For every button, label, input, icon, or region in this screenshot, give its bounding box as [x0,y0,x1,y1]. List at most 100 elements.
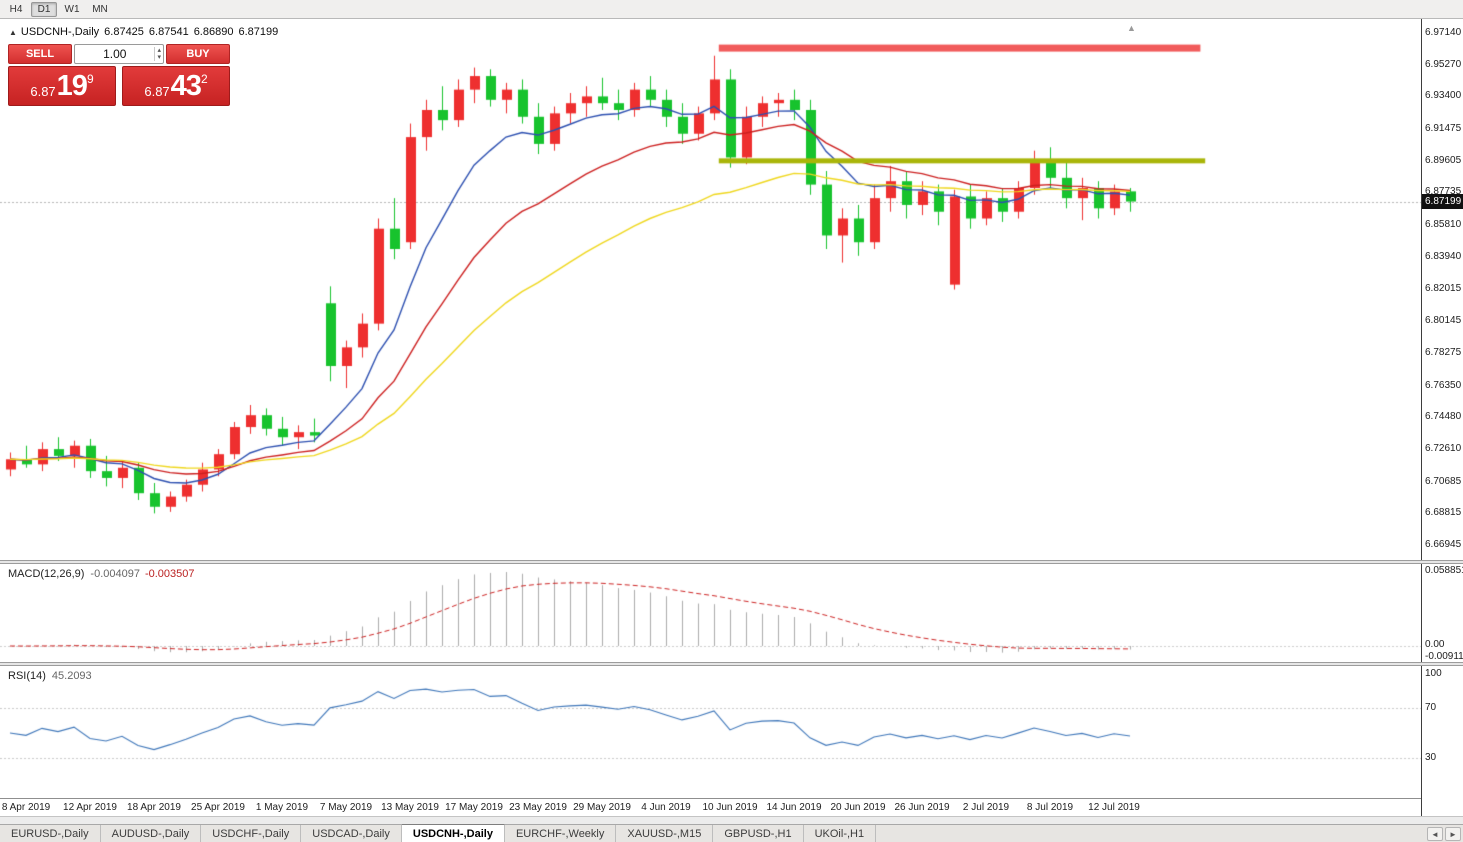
timeframe-toolbar: H4 D1 W1 MN [0,0,1463,19]
price-axis-label: 6.91475 [1425,123,1462,135]
chart-symbol-label: USDCNH-,Daily [20,26,100,38]
tab-audusd-daily[interactable]: AUDUSD-,Daily [100,825,202,842]
price-axis-label: 6.82015 [1425,283,1462,295]
timeframe-button-w1[interactable]: W1 [64,3,80,15]
price-axis-label: 6.66945 [1425,539,1462,550]
tab-nav-group: ◄ ► [1427,827,1461,841]
macd-label: MACD(12,26,9) -0.004097 -0.003507 [8,568,195,580]
price-axis-label: 6.70685 [1425,475,1462,487]
tab-usdcnh-daily[interactable]: USDCNH-,Daily [401,824,505,842]
pane-splitter-macd[interactable] [0,560,1463,564]
tab-eurchf-weekly[interactable]: EURCHF-,Weekly [504,825,617,842]
date-axis-label: 2 Jul 2019 [962,802,1010,813]
macd-name: MACD(12,26,9) [8,568,85,580]
price-axis-label: 6.78275 [1425,346,1462,358]
tabs-scroll-right-button[interactable]: ► [1445,827,1461,841]
date-axis-label: 14 Jun 2019 [766,802,822,813]
sell-button[interactable]: SELL [8,44,72,64]
price-scale[interactable]: 6.97140 6.95270 6.93400 6.91475 6.89605 6.877… [1421,19,1463,818]
chart-canvas[interactable] [0,0,1421,800]
volume-value: 1.00 [103,47,127,61]
tab-xauusd-m15[interactable]: XAUUSD-,M15 [616,825,714,842]
date-axis-label: 20 Jun 2019 [830,802,886,813]
price-axis-label: 6.72610 [1425,442,1462,454]
tab-eurusd-daily[interactable]: EURUSD-,Daily [0,825,101,842]
sell-price-button[interactable]: 6.87 19 9 [8,66,116,106]
ohlc-open: 6.87425 [104,26,144,38]
macd-value-signal: -0.003507 [144,568,195,580]
sell-price-big: 19 [56,69,88,102]
date-axis-label: 17 May 2019 [445,802,503,813]
ohlc-close: 6.87199 [238,26,279,38]
horizontal-scroll-strip[interactable] [0,816,1463,824]
price-axis-label: 6.95270 [1425,58,1462,70]
one-click-trading-panel: SELL 1.00 ▴ ▾ BUY 6.87 19 9 6.87 43 2 [8,44,230,106]
price-axis-label: 6.83940 [1425,250,1462,262]
macd-axis-label: 0.00 [1425,639,1445,650]
pane-splitter-rsi[interactable] [0,662,1463,666]
rsi-name: RSI(14) [8,670,46,682]
price-axis-label: 6.80145 [1425,315,1462,327]
price-axis-label: 6.89605 [1425,154,1462,166]
ohlc-high: 6.87541 [148,26,189,38]
date-axis-label: 1 May 2019 [255,802,309,813]
timeframe-buttons-group: H4 D1 W1 MN [3,1,113,17]
ohlc-low: 6.86890 [193,26,234,38]
chart-tab-bar: EURUSD-,Daily AUDUSD-,Daily USDCHF-,Daily U… [0,824,1463,842]
buy-price-big: 43 [170,69,202,102]
tab-ukoil-h1[interactable]: UKOil-,H1 [803,825,877,842]
macd-value-main: -0.004097 [90,568,140,580]
price-axis-label: 6.93400 [1425,90,1462,102]
chart-header: ▲ USDCNH-,Daily 6.87425 6.87541 6.86890 6.871… [9,26,283,38]
timeframe-button-mn[interactable]: MN [92,3,108,15]
chart-tabs-group: EURUSD-,Daily AUDUSD-,Daily USDCHF-,Daily U… [0,824,877,842]
date-axis-label: 12 Apr 2019 [63,802,117,813]
date-axis-label: 29 May 2019 [573,802,631,813]
date-axis-label: 26 Jun 2019 [894,802,950,813]
volume-spinner: ▴ ▾ [154,47,161,61]
rsi-axis-label: 70 [1425,702,1437,713]
date-axis-label: 7 May 2019 [319,802,373,813]
buy-price-base: 6.87 [144,84,170,99]
buy-button[interactable]: BUY [166,44,230,64]
buy-price-button[interactable]: 6.87 43 2 [122,66,230,106]
date-axis-label: 8 Jul 2019 [1026,802,1074,813]
macd-axis-label: 0.058851 [1425,565,1463,576]
date-axis-label: 10 Jun 2019 [702,802,758,813]
buy-price-sup: 2 [200,72,208,86]
timeframe-button-h4[interactable]: H4 [9,3,23,15]
volume-increase-icon[interactable]: ▴ [157,47,161,54]
volume-decrease-icon[interactable]: ▾ [157,54,161,61]
rsi-axis-label: 100 [1425,668,1442,679]
date-axis-label: 13 May 2019 [381,802,439,813]
date-axis-label: 23 May 2019 [509,802,567,813]
trade-panel-toggle-icon[interactable]: ▲ [9,28,17,37]
price-axis-label: 6.74480 [1425,411,1462,423]
date-axis-label: 12 Jul 2019 [1088,802,1140,813]
price-axis-label: 6.97140 [1425,27,1462,38]
tab-usdchf-daily[interactable]: USDCHF-,Daily [201,825,302,842]
price-axis-label: 6.68815 [1425,507,1462,519]
rsi-axis-label: 30 [1425,752,1437,763]
date-axis-label: 4 Jun 2019 [641,802,691,813]
chart-shift-marker-icon[interactable]: ▲ [1127,23,1136,33]
date-axis-label: 18 Apr 2019 [127,802,181,813]
macd-axis-label: -0.009116 [1425,651,1463,662]
date-axis-label: 8 Apr 2019 [1,802,51,813]
volume-input[interactable]: 1.00 ▴ ▾ [74,44,164,64]
tabs-scroll-left-button[interactable]: ◄ [1427,827,1443,841]
price-axis-label: 6.76350 [1425,379,1462,391]
date-axis[interactable]: 8 Apr 2019 12 Apr 2019 18 Apr 2019 25 Apr 2… [0,798,1421,816]
sell-price-base: 6.87 [30,84,56,99]
current-price-tag: 6.87199 [1422,193,1463,209]
rsi-value: 45.2093 [51,670,92,682]
date-axis-label: 25 Apr 2019 [191,802,245,813]
sell-price-sup: 9 [86,72,94,86]
timeframe-button-d1[interactable]: D1 [31,1,57,17]
price-axis-label: 6.85810 [1425,219,1462,231]
rsi-label: RSI(14) 45.2093 [8,670,92,682]
tab-gbpusd-h1[interactable]: GBPUSD-,H1 [713,825,804,842]
price-axis-label: 6.87735 [1425,186,1462,198]
tab-usdcad-daily[interactable]: USDCAD-,Daily [301,825,402,842]
